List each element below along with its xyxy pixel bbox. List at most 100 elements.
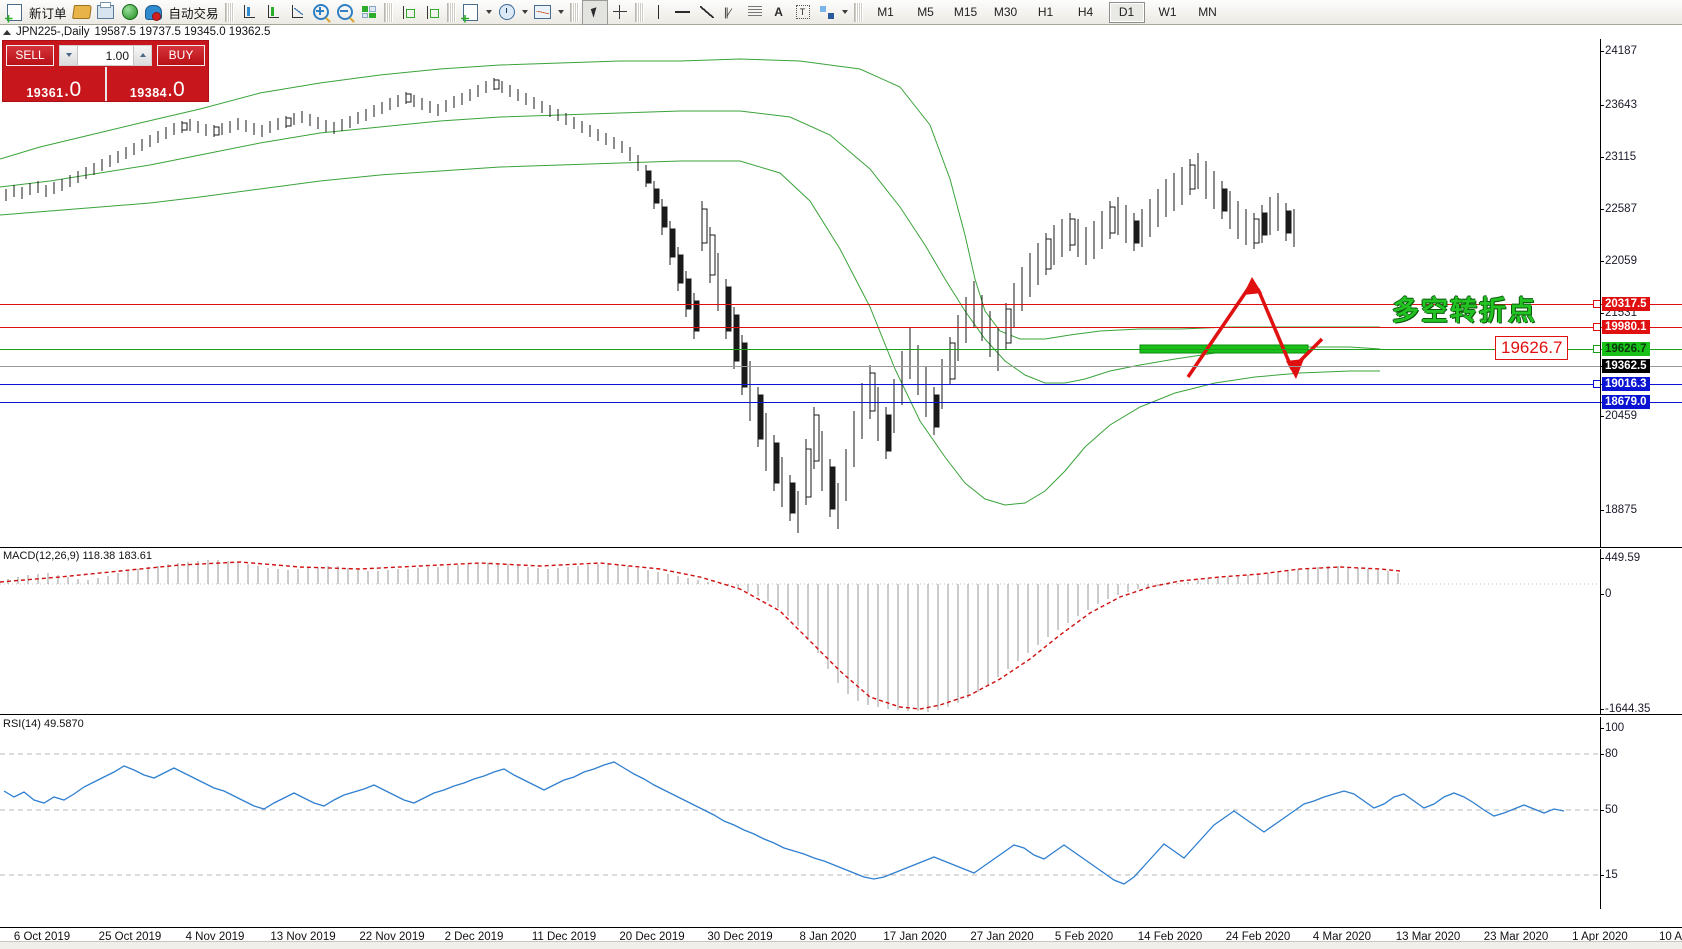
print-icon[interactable] (94, 1, 118, 24)
price-axis[interactable]: 24187 23643 23115 22587 22059 21531 2098… (1600, 39, 1682, 838)
y-tick: 22587 (1601, 203, 1637, 215)
price-label-last-price: 19362.5 (1602, 359, 1650, 373)
price-annotation-box[interactable]: 19626.7 (1495, 336, 1569, 360)
indicators-dropdown-chevron-down-icon[interactable] (483, 1, 495, 24)
timeframe-m5[interactable]: M5 (917, 5, 934, 19)
main-toolbar: 新订单 自动交易 ∥⁄ A T M1 M5 M15 M30 H1 H4 D1 W… (0, 0, 1682, 25)
price-label-support-2[interactable]: 18679.0 (1602, 395, 1650, 409)
horizontal-line-icon[interactable] (671, 1, 695, 24)
buy-button[interactable]: BUY (157, 44, 205, 66)
date-label: 11 Dec 2019 (531, 931, 597, 943)
y-tick: 0 (1600, 588, 1612, 600)
price-line-19626[interactable] (0, 349, 1682, 350)
data-window-icon[interactable] (420, 1, 444, 24)
crosshair-icon[interactable] (608, 1, 632, 24)
volume-increment-button[interactable] (133, 45, 151, 65)
timeframe-w1[interactable]: W1 (1158, 5, 1177, 19)
date-label: 25 Oct 2019 (98, 931, 162, 943)
indicators-icon[interactable] (459, 1, 483, 24)
templates-dropdown-chevron-down-icon[interactable] (555, 1, 567, 24)
line-chart-icon[interactable] (285, 1, 309, 24)
templates-icon[interactable] (531, 1, 555, 24)
price-line-19016[interactable] (0, 384, 1682, 385)
turning-point-annotation[interactable]: 多空转折点 (1392, 296, 1537, 326)
price-label-resistance-1[interactable]: 20317.5 (1602, 297, 1650, 311)
timeframe-mn[interactable]: MN (1198, 5, 1217, 19)
volume-value[interactable]: 1.00 (105, 48, 129, 63)
volume-stepper[interactable]: 1.00 (59, 44, 152, 66)
macd-axis[interactable]: 449.59 0 -1644.35 (1600, 549, 1682, 715)
rsi-pane[interactable]: RSI(14) 49.5870 100 80 50 15 (0, 717, 1682, 909)
date-label: 4 Mar 2020 (1312, 931, 1372, 943)
price-label-resistance-2[interactable]: 19980.1 (1602, 320, 1650, 334)
text-icon[interactable]: A (774, 5, 783, 19)
macd-indicator-label: MACD(12,26,9) 118.38 183.61 (3, 550, 152, 562)
date-label: 13 Mar 2020 (1395, 931, 1461, 943)
buy-price[interactable]: 19384 .0 (107, 67, 209, 101)
timeframe-m15[interactable]: M15 (953, 5, 978, 19)
macd-pane[interactable]: MACD(12,26,9) 118.38 183.61 (0, 549, 1682, 715)
price-label-support-1[interactable]: 19016.3 (1602, 377, 1650, 391)
autotrading-label[interactable]: 自动交易 (168, 6, 219, 21)
fibonacci-icon[interactable] (743, 1, 767, 24)
zoom-in-icon[interactable] (309, 1, 333, 24)
price-line-20317[interactable] (0, 304, 1682, 305)
status-bar (0, 941, 1682, 949)
buy-price-integer: 19384 (129, 86, 168, 100)
network-icon[interactable] (118, 1, 142, 24)
candlestick-chart-icon[interactable] (261, 1, 285, 24)
new-order-label[interactable]: 新订单 (29, 6, 67, 21)
price-plot[interactable] (0, 39, 1600, 547)
text-label-icon[interactable]: T (791, 1, 815, 24)
folder-icon[interactable] (70, 1, 94, 24)
trendline-icon[interactable] (695, 1, 719, 24)
rsi-plot[interactable] (0, 717, 1600, 909)
bar-chart-icon[interactable] (237, 1, 261, 24)
toolbar-separator (224, 2, 234, 22)
period-dropdown-chevron-down-icon[interactable] (519, 1, 531, 24)
timeframe-m1[interactable]: M1 (877, 5, 894, 19)
expert-advisor-icon[interactable] (142, 1, 166, 24)
last-price-line (0, 366, 1682, 367)
sell-price[interactable]: 19361 .0 (3, 67, 107, 101)
one-click-trading-prices: 19361 .0 19384 .0 (3, 67, 208, 101)
one-click-trading-panel[interactable]: SELL 1.00 BUY 19361 .0 19384 .0 (2, 40, 209, 102)
price-label-support-green[interactable]: 19626.7 (1602, 342, 1650, 356)
price-line-18679[interactable] (0, 402, 1682, 403)
y-tick: 80 (1601, 748, 1618, 760)
new-order-icon[interactable] (2, 1, 26, 24)
timeframe-d1[interactable]: D1 (1108, 1, 1145, 23)
toolbar-separator (569, 2, 579, 22)
shapes-dropdown-chevron-down-icon[interactable] (839, 1, 851, 24)
timeframe-h1[interactable]: H1 (1037, 5, 1054, 19)
timeframe-m30[interactable]: M30 (993, 5, 1018, 19)
toolbar-separator (853, 2, 863, 22)
tile-windows-icon[interactable] (357, 1, 381, 24)
timeframe-h4[interactable]: H4 (1077, 5, 1094, 19)
period-icon[interactable] (495, 1, 519, 24)
y-tick: 449.59 (1600, 552, 1641, 564)
sell-price-integer: 19361 (26, 86, 64, 100)
macd-plot[interactable] (0, 549, 1600, 714)
buy-price-decimal: .0 (167, 78, 185, 102)
sell-button[interactable]: SELL (6, 44, 54, 66)
price-pane[interactable]: 多空转折点 19626.7 24187 23643 23115 22587 22… (0, 39, 1682, 838)
volume-decrement-button[interactable] (60, 45, 78, 65)
date-label: 22 Nov 2019 (359, 931, 425, 943)
vertical-line-icon[interactable] (647, 1, 671, 24)
chart-area[interactable]: 多空转折点 19626.7 24187 23643 23115 22587 22… (0, 39, 1682, 927)
chart-symbol-header: JPN225-,Daily 19587.5 19737.5 19345.0 19… (0, 25, 1682, 39)
date-label: 5 Feb 2020 (1054, 931, 1114, 943)
equidistant-channel-icon[interactable]: ∥⁄ (723, 6, 731, 19)
price-line-19980[interactable] (0, 327, 1682, 328)
date-label: 13 Nov 2019 (270, 931, 336, 943)
y-tick: -1644.35 (1600, 703, 1651, 715)
rsi-axis[interactable]: 100 80 50 15 (1600, 717, 1682, 909)
shapes-icon[interactable] (815, 1, 839, 24)
shift-end-icon[interactable] (396, 1, 420, 24)
y-tick: 100 (1600, 722, 1625, 734)
collapse-triangle-icon[interactable] (3, 29, 11, 35)
cursor-icon[interactable] (581, 0, 608, 25)
zoom-out-icon[interactable] (333, 1, 357, 24)
date-label: 4 Nov 2019 (185, 931, 245, 943)
